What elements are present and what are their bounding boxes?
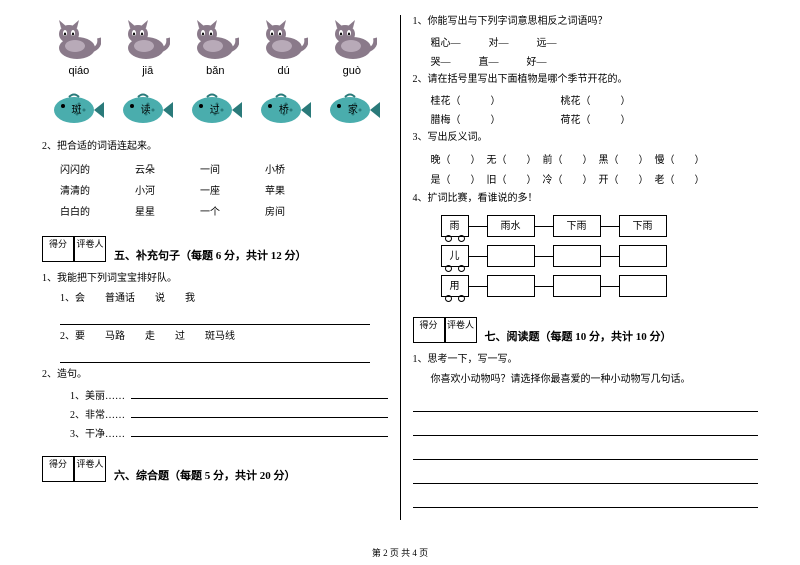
pinyin-label: jiā: [142, 65, 153, 77]
word-chain: 用: [413, 275, 759, 297]
plant-row: 腊梅（ ）荷花（ ）: [413, 111, 759, 126]
question-2: 2、请在括号里写出下面植物是哪个季节开花的。: [413, 72, 759, 88]
question-2: 2、把合适的词语连起来。: [42, 139, 388, 155]
question-3: 3、写出反义词。: [413, 130, 759, 146]
question-7-1: 1、思考一下，写一写。: [413, 352, 759, 368]
fish-label: 桥: [279, 101, 289, 116]
answer-line: [413, 466, 759, 484]
fish-icon: 家: [325, 92, 380, 127]
score-cell: 得分: [42, 236, 74, 262]
section-5-header: 得分 评卷人 五、补充句子（每题 6 分，共计 12 分）: [42, 224, 388, 267]
fish-icon: 过: [187, 92, 242, 127]
score-box: 得分 评卷人: [42, 456, 106, 482]
answer-line: [413, 490, 759, 508]
left-column: qiáo jiā bǎn dú guò 斑 读 过 桥 家 2、把合适的词语连起…: [30, 10, 400, 540]
question-5-1: 1、我能把下列词宝宝排好队。: [42, 271, 388, 287]
word-row: 清清的小河一座苹果: [42, 182, 388, 197]
cat-icon: [329, 18, 377, 60]
sub-item: 1、美丽……: [42, 387, 388, 402]
page-footer: 第 2 页 共 4 页: [0, 546, 800, 559]
pinyin-row: qiáo jiā bǎn dú guò: [42, 65, 388, 77]
fish-label: 过: [210, 101, 220, 116]
chain-box: [487, 245, 535, 267]
chain-box: [487, 275, 535, 297]
answer-line: [131, 406, 388, 418]
chain-box: 下雨: [553, 215, 601, 237]
score-cell: 得分: [413, 317, 445, 343]
word-chain: 雨 雨水 下雨 下雨: [413, 215, 759, 237]
fish-icon: 斑: [49, 92, 104, 127]
right-column: 1、你能写出与下列字词意思相反之词语吗？ 粗心—对—远— 哭—直—好— 2、请在…: [401, 10, 771, 540]
score-box: 得分 评卷人: [42, 236, 106, 262]
fish-row: 斑 读 过 桥 家: [42, 92, 388, 127]
answer-line: [60, 349, 370, 363]
pinyin-label: dú: [277, 65, 289, 77]
fish-icon: 读: [118, 92, 173, 127]
cat-icon: [122, 18, 170, 60]
answer-line: [60, 311, 370, 325]
opposite-row: 哭—直—好—: [413, 53, 759, 68]
lead-character: 儿: [441, 245, 469, 267]
page-container: qiáo jiā bǎn dú guò 斑 读 过 桥 家 2、把合适的词语连起…: [0, 0, 800, 540]
section-5-title: 五、补充句子（每题 6 分，共计 12 分）: [114, 247, 307, 263]
word-row: 闪闪的云朵一间小桥: [42, 161, 388, 176]
fish-label: 斑: [72, 101, 82, 116]
pinyin-label: guò: [343, 65, 361, 77]
q5-1-1: 1、会 普通话 说 我: [42, 291, 388, 307]
section-7-title: 七、阅读题（每题 10 分，共计 10 分）: [485, 328, 672, 344]
lead-character: 用: [441, 275, 469, 297]
chain-box: [553, 245, 601, 267]
antonym-row: 晚（ ）无（ ）前（ ）黑（ ）慢（ ）: [413, 151, 759, 166]
sub-item: 2、非常……: [42, 406, 388, 421]
opposite-row: 粗心—对—远—: [413, 34, 759, 49]
section-6-header: 得分 评卷人 六、综合题（每题 5 分，共计 20 分）: [42, 444, 388, 487]
cat-icon: [260, 18, 308, 60]
grader-cell: 评卷人: [74, 456, 106, 482]
answer-line: [413, 442, 759, 460]
pinyin-label: bǎn: [206, 65, 224, 77]
score-box: 得分 评卷人: [413, 317, 477, 343]
section-6-title: 六、综合题（每题 5 分，共计 20 分）: [114, 467, 296, 483]
lead-character: 雨: [441, 215, 469, 237]
question-1: 1、你能写出与下列字词意思相反之词语吗？: [413, 14, 759, 30]
fish-label: 家: [348, 101, 358, 116]
fish-icon: 桥: [256, 92, 311, 127]
cat-icon: [191, 18, 239, 60]
chain-box: [619, 275, 667, 297]
q5-1-2: 2、要 马路 走 过 斑马线: [42, 329, 388, 345]
chain-box: 雨水: [487, 215, 535, 237]
q7-1-text: 你喜欢小动物吗？请选择你最喜爱的一种小动物写几句话。: [413, 372, 759, 388]
chain-box: 下雨: [619, 215, 667, 237]
plant-row: 桂花（ ）桃花（ ）: [413, 92, 759, 107]
answer-line: [413, 394, 759, 412]
antonym-row: 是（ ）旧（ ）冷（ ）开（ ）老（ ）: [413, 171, 759, 186]
chain-box: [553, 275, 601, 297]
cat-icon: [53, 18, 101, 60]
grader-cell: 评卷人: [445, 317, 477, 343]
word-chain: 儿: [413, 245, 759, 267]
word-row: 白白的星星一个房间: [42, 203, 388, 218]
fish-label: 读: [141, 101, 151, 116]
score-cell: 得分: [42, 456, 74, 482]
answer-line: [413, 418, 759, 436]
pinyin-label: qiáo: [68, 65, 89, 77]
section-7-header: 得分 评卷人 七、阅读题（每题 10 分，共计 10 分）: [413, 305, 759, 348]
grader-cell: 评卷人: [74, 236, 106, 262]
cat-row: [42, 18, 388, 60]
question-4: 4、扩词比赛，看谁说的多！: [413, 191, 759, 207]
answer-line: [131, 425, 388, 437]
sub-item: 3、干净……: [42, 425, 388, 440]
chain-box: [619, 245, 667, 267]
answer-line: [131, 387, 388, 399]
question-5-2: 2、造句。: [42, 367, 388, 383]
